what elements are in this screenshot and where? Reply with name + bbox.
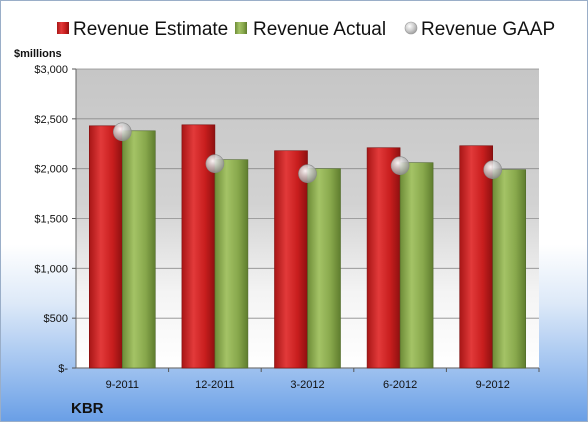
x-tick-label: 9-2011 xyxy=(106,379,139,391)
legend-label: Revenue Actual xyxy=(253,19,386,40)
bar-revenue-actual xyxy=(214,159,249,369)
bar-revenue-actual xyxy=(492,169,527,369)
y-tick-label: $500 xyxy=(44,313,68,325)
marker-revenue-gaap xyxy=(390,156,410,175)
bar-revenue-actual xyxy=(307,168,341,369)
x-tick-label: 6-2012 xyxy=(383,379,417,391)
x-tick-label: 3-2012 xyxy=(290,379,324,391)
bar-revenue-actual xyxy=(122,130,156,369)
legend: Revenue Estimate Revenue Actual Revenue … xyxy=(57,19,555,40)
y-axis-unit-label: $millions xyxy=(14,48,62,60)
y-tick-label: $2,000 xyxy=(34,164,68,176)
marker-revenue-gaap xyxy=(483,160,503,179)
bar-revenue-estimate xyxy=(274,150,308,369)
legend-swatch-red-icon xyxy=(57,22,69,34)
legend-item-revenue-actual: Revenue Actual xyxy=(235,19,386,40)
legend-label: Revenue GAAP xyxy=(421,19,555,40)
marker-revenue-gaap xyxy=(205,154,225,173)
bar-revenue-estimate xyxy=(89,125,123,369)
y-tick-label: $- xyxy=(58,363,68,375)
legend-item-revenue-estimate: Revenue Estimate xyxy=(57,19,228,40)
y-tick-label: $1,500 xyxy=(34,214,68,226)
legend-item-revenue-gaap: Revenue GAAP xyxy=(404,19,555,40)
company-label: KBR xyxy=(71,400,104,417)
bar-revenue-actual xyxy=(399,162,434,369)
x-axis-ticks: 9-2011 12-2011 3-2012 6-2012 9-2012 xyxy=(106,368,540,391)
legend-swatch-circle-icon xyxy=(404,21,418,35)
y-tick-label: $1,000 xyxy=(34,263,68,275)
y-axis-ticks: $- $500 $1,000 $1,500 $2,000 $2,500 $3,000 xyxy=(34,64,68,375)
gaap-markers xyxy=(113,122,503,183)
legend-swatch-green-icon xyxy=(235,22,247,34)
y-tick-label: $3,000 xyxy=(34,64,68,76)
legend-label: Revenue Estimate xyxy=(73,19,228,40)
y-tick-label: $2,500 xyxy=(34,114,68,126)
x-tick-label: 12-2011 xyxy=(195,379,235,391)
marker-revenue-gaap xyxy=(113,122,132,142)
bar-revenue-estimate xyxy=(459,145,494,369)
marker-revenue-gaap xyxy=(298,164,317,183)
bars xyxy=(89,124,527,369)
bar-revenue-estimate xyxy=(366,147,401,369)
x-tick-label: 9-2012 xyxy=(476,379,510,391)
